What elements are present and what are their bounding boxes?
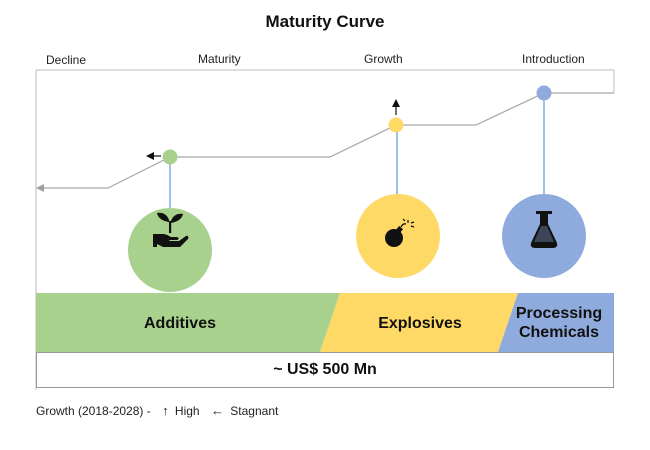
band-processing-chemicals <box>498 293 614 352</box>
circle-additives <box>128 208 212 292</box>
legend-stagnant: Stagnant <box>230 404 279 418</box>
legend: Growth (2018-2028) - ↑ High ← Stagnant <box>36 403 278 418</box>
label-processing-chemicals: Processing Chemicals <box>504 304 614 342</box>
stage-introduction: Introduction <box>522 52 585 66</box>
dot-processing-chemicals <box>536 85 552 101</box>
label-additives: Additives <box>143 315 216 332</box>
label-processing-chemicals-line2: Chemicals <box>518 324 600 341</box>
diagram-title: Maturity Curve <box>265 12 385 31</box>
arrow-up-icon: ↑ <box>162 403 169 418</box>
band-explosives <box>320 293 518 352</box>
stage-maturity: Maturity <box>198 52 241 66</box>
flask-icon <box>530 211 558 248</box>
label-explosives: Explosives <box>378 315 462 332</box>
legend-high: High <box>174 404 200 418</box>
legend-label: Growth (2018-2028) - <box>36 404 151 418</box>
stage-decline: Decline <box>46 53 87 67</box>
bomb-icon <box>385 218 415 247</box>
band-additives <box>36 293 340 352</box>
dot-additives <box>162 149 178 165</box>
stage-growth: Growth <box>364 52 403 66</box>
plant-in-hand-icon <box>153 212 189 247</box>
arrow-left-icon: ← <box>210 403 224 418</box>
label-processing-chemicals-line1: Processing <box>515 305 603 322</box>
dot-explosives <box>388 117 404 133</box>
market-size-box: ~ US$ 500 Mn <box>36 352 614 388</box>
maturity-curve-line <box>36 92 614 192</box>
